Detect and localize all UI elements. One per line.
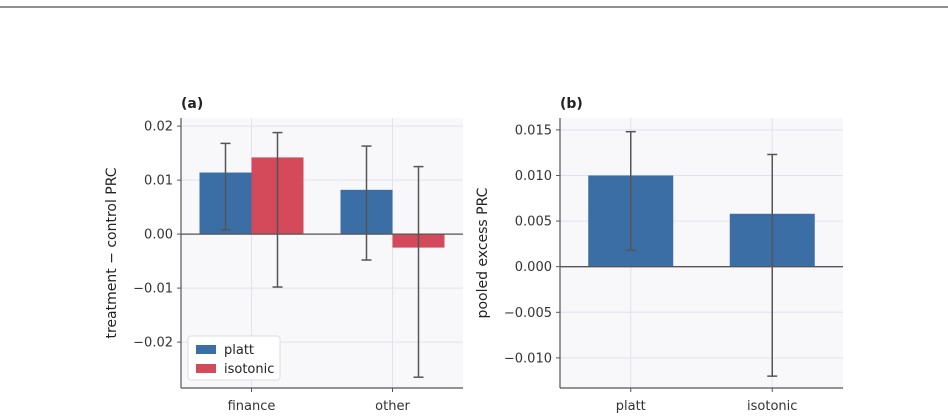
y-tick-label: −0.02 xyxy=(133,336,173,351)
legend-label-isotonic: isotonic xyxy=(224,362,274,377)
panel-title: (a) xyxy=(181,96,203,112)
legend-swatch-platt xyxy=(196,345,216,354)
y-tick-label: −0.010 xyxy=(504,351,552,366)
y-tick-label: −0.01 xyxy=(133,282,173,297)
y-axis-label: treatment − control PRC xyxy=(104,167,120,338)
panel-b: 0.015 0.010 0.005 0.000 −0.005 −0.010 platt iso… xyxy=(475,96,843,414)
panel-title: (b) xyxy=(560,96,583,112)
x-tick-label-isotonic: isotonic xyxy=(747,399,797,414)
x-tick-label-finance: finance xyxy=(228,399,276,414)
y-tick-label: 0.02 xyxy=(144,120,173,135)
x-tick-label-platt: platt xyxy=(616,399,646,414)
y-tick-label: 0.000 xyxy=(515,260,552,275)
panel-a: 0.02 0.01 0.00 −0.01 −0.02 finance other treatm… xyxy=(104,96,463,414)
legend-label-platt: platt xyxy=(224,343,254,358)
y-tick-label: 0.005 xyxy=(515,215,552,230)
x-tick-label-other: other xyxy=(375,399,410,414)
y-tick-label: 0.015 xyxy=(515,123,552,138)
legend-swatch-isotonic xyxy=(196,364,216,373)
y-tick-label: 0.01 xyxy=(144,174,173,189)
y-tick-label: 0.010 xyxy=(515,169,552,184)
y-axis-label: pooled excess PRC xyxy=(475,187,491,318)
y-tick-label: −0.005 xyxy=(504,306,552,321)
y-tick-label: 0.00 xyxy=(144,228,173,243)
